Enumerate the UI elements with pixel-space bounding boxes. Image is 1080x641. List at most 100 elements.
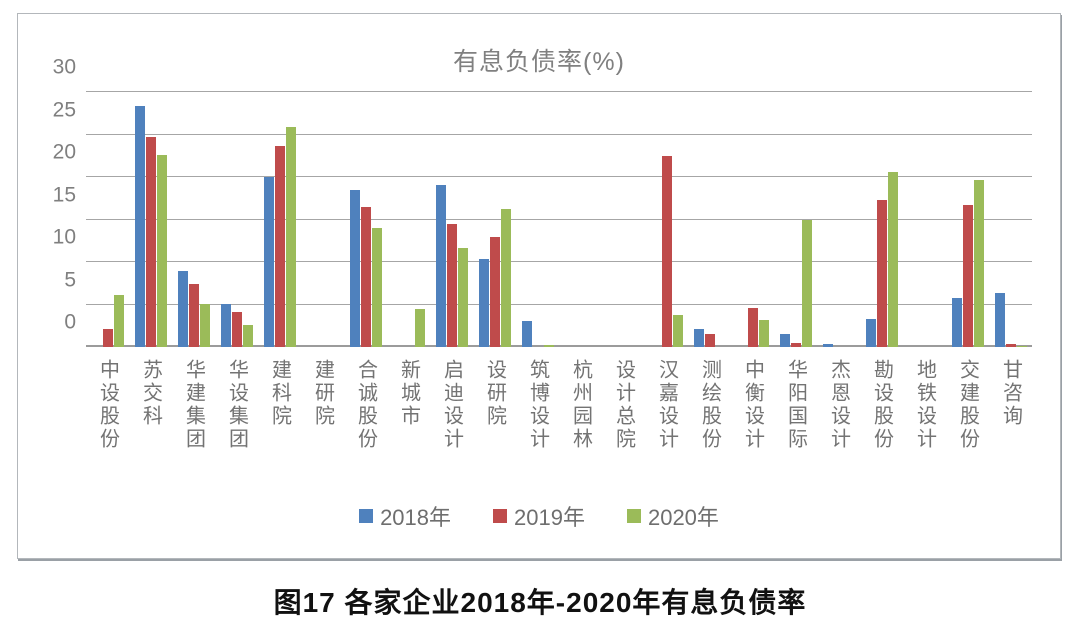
bar-2018年-甘咨询 — [994, 293, 1005, 347]
legend-swatch-icon — [493, 509, 508, 523]
bar-2019年-启迪设计 — [446, 224, 457, 347]
bar-2019年-测绘股份 — [704, 334, 715, 347]
plot-area: 0 5 10 15 20 25 30 — [53, 56, 1032, 347]
gridline-y5 — [86, 303, 1032, 305]
x-label-cell: 汉嘉设计 — [645, 349, 688, 451]
x-tick-label-中设股份: 中设股份 — [96, 359, 119, 451]
bar-2018年-建科院 — [263, 177, 274, 347]
bar-group-中衡设计 — [731, 92, 774, 347]
y-tick-label: 0 — [64, 310, 76, 334]
bar-2019年-甘咨询 — [1005, 344, 1016, 347]
bar-2020年-勘设股份 — [887, 172, 898, 347]
x-tick-label-杭州园林: 杭州园林 — [569, 359, 592, 451]
bar-group-杭州园林 — [559, 92, 602, 347]
bar-group-测绘股份 — [688, 92, 731, 347]
x-label-cell: 甘咨询 — [989, 349, 1032, 451]
x-tick-label-启迪设计: 启迪设计 — [440, 359, 463, 451]
x-label-cell: 设研院 — [473, 349, 516, 451]
gridline-y30 — [86, 91, 1032, 92]
gridline-y0 — [86, 345, 1032, 347]
x-tick-label-杰恩设计: 杰恩设计 — [827, 359, 850, 451]
bar-2019年-汉嘉设计 — [661, 156, 672, 347]
bar-2019年-勘设股份 — [876, 200, 887, 347]
bar-2018年-华设集团 — [220, 304, 231, 347]
x-label-cell: 设计总院 — [602, 349, 645, 451]
bar-group-华设集团 — [215, 92, 258, 347]
chart-title: 有息负债率(%) — [453, 48, 625, 76]
x-tick-label-汉嘉设计: 汉嘉设计 — [655, 359, 678, 451]
x-tick-label-交建股份: 交建股份 — [956, 359, 979, 451]
bar-2019年-中衡设计 — [747, 308, 758, 347]
bar-2018年-杰恩设计 — [822, 344, 833, 347]
gridline-y25 — [86, 133, 1032, 135]
bar-group-苏交科 — [129, 92, 172, 347]
x-tick-label-苏交科: 苏交科 — [139, 359, 162, 428]
x-tick-label-测绘股份: 测绘股份 — [698, 359, 721, 451]
bar-group-建科院 — [258, 92, 301, 347]
x-label-cell: 建科院 — [258, 349, 301, 451]
bar-2020年-甘咨询 — [1016, 346, 1027, 347]
bar-group-启迪设计 — [430, 92, 473, 347]
bar-group-勘设股份 — [860, 92, 903, 347]
x-label-cell: 建研院 — [301, 349, 344, 451]
bar-group-华建集团 — [172, 92, 215, 347]
x-tick-label-新城市: 新城市 — [397, 359, 420, 428]
bar-2018年-苏交科 — [134, 106, 145, 347]
bar-2020年-苏交科 — [156, 155, 167, 347]
bar-2018年-合诚股份 — [349, 190, 360, 347]
legend-swatch-icon — [626, 509, 641, 523]
bar-2018年-启迪设计 — [435, 185, 446, 347]
bar-group-交建股份 — [946, 92, 989, 347]
bar-2018年-交建股份 — [951, 298, 962, 347]
x-tick-label-地铁设计: 地铁设计 — [913, 359, 936, 451]
bar-2019年-设研院 — [489, 237, 500, 347]
y-tick-label: 10 — [52, 225, 76, 249]
x-tick-label-华阳国际: 华阳国际 — [784, 359, 807, 451]
bar-2019年-苏交科 — [145, 137, 156, 347]
bar-group-设计总院 — [602, 92, 645, 347]
y-tick-label: 30 — [52, 55, 76, 79]
x-tick-label-中衡设计: 中衡设计 — [741, 359, 764, 451]
legend: 2018年 2019年 2020年 — [18, 500, 1060, 532]
bar-2018年-筑博设计 — [521, 321, 532, 347]
x-tick-label-建研院: 建研院 — [311, 359, 334, 428]
bar-group-合诚股份 — [344, 92, 387, 347]
bar-2018年-设研院 — [478, 259, 489, 347]
bar-2019年-华设集团 — [231, 312, 242, 347]
bar-group-杰恩设计 — [817, 92, 860, 347]
y-tick-label: 25 — [52, 98, 76, 122]
gridline-y20 — [86, 176, 1032, 177]
x-tick-label-设研院: 设研院 — [483, 359, 506, 428]
x-tick-label-甘咨询: 甘咨询 — [999, 359, 1022, 428]
x-label-cell: 华建集团 — [172, 349, 215, 451]
bar-2019年-合诚股份 — [360, 207, 371, 347]
legend-item-2020年: 2020年 — [626, 500, 719, 532]
bar-group-新城市 — [387, 92, 430, 347]
y-tick-label: 5 — [64, 268, 76, 292]
bar-2018年-勘设股份 — [865, 319, 876, 347]
bar-group-中设股份 — [86, 92, 129, 347]
y-tick-label: 20 — [52, 140, 76, 164]
x-axis-labels: 中设股份 苏交科 华建集团 华设集团 建科院 建研院 合诚股份 新城市 启迪设计 设研院 筑博设计杭… — [86, 349, 1032, 451]
bar-2019年-交建股份 — [962, 205, 973, 347]
x-label-cell: 地铁设计 — [903, 349, 946, 451]
x-label-cell: 筑博设计 — [516, 349, 559, 451]
x-label-cell: 华阳国际 — [774, 349, 817, 451]
bar-2020年-合诚股份 — [371, 228, 382, 347]
x-tick-label-华建集团: 华建集团 — [182, 359, 205, 451]
bar-2020年-华阳国际 — [801, 220, 812, 347]
bar-group-汉嘉设计 — [645, 92, 688, 347]
x-label-cell: 杭州园林 — [559, 349, 602, 451]
legend-item-2018年: 2018年 — [359, 500, 451, 532]
bar-2019年-中设股份 — [102, 329, 113, 347]
x-tick-label-勘设股份: 勘设股份 — [870, 359, 893, 451]
bar-2020年-设研院 — [500, 209, 511, 347]
bar-2020年-新城市 — [414, 309, 425, 347]
bar-2020年-汉嘉设计 — [672, 315, 683, 347]
bar-2020年-建科院 — [285, 127, 296, 347]
gridline-y10 — [86, 261, 1032, 262]
x-tick-label-合诚股份: 合诚股份 — [354, 359, 377, 451]
bar-2019年-建科院 — [274, 146, 285, 347]
legend-item-2019年: 2019年 — [493, 500, 585, 532]
